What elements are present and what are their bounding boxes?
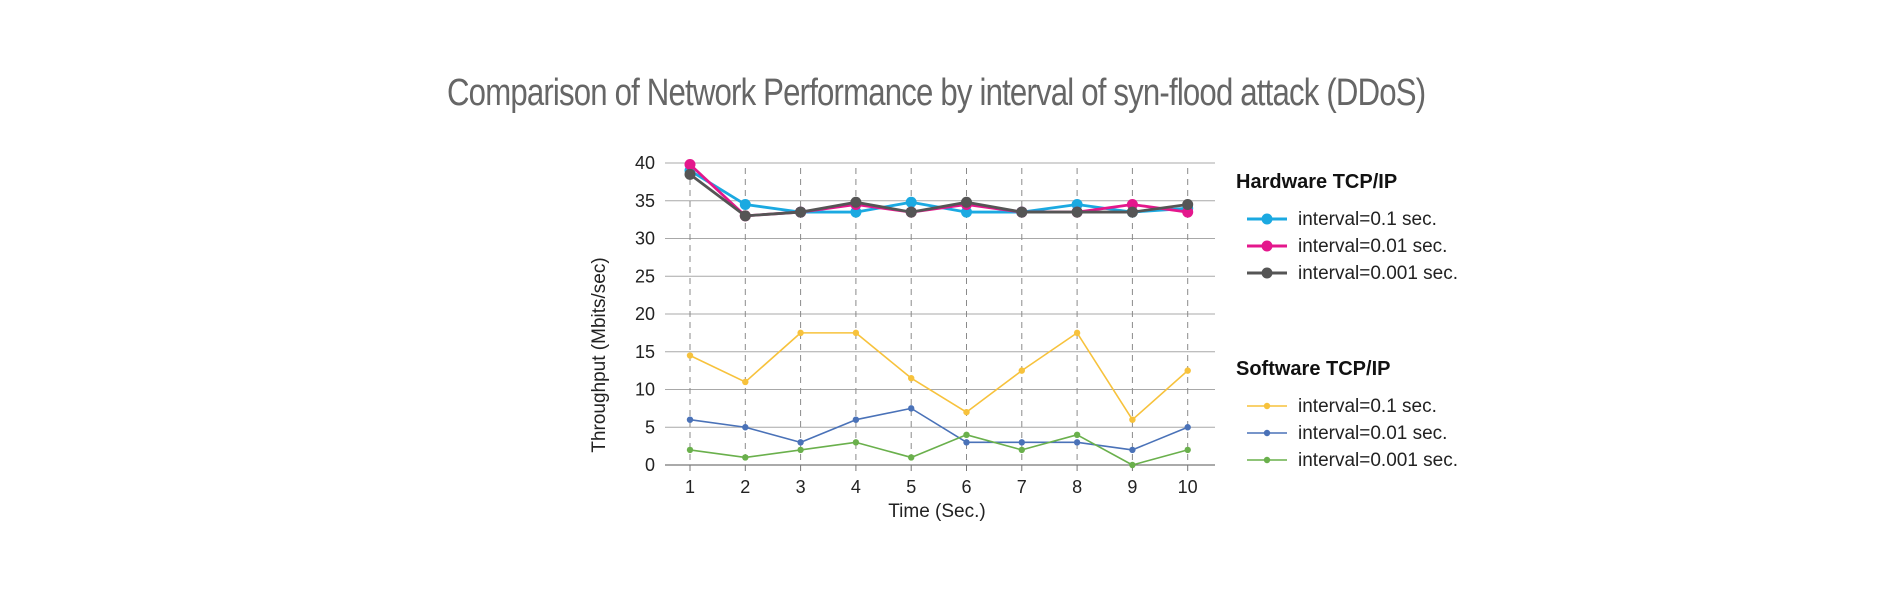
data-point <box>1129 461 1136 469</box>
data-point <box>963 439 970 446</box>
grid <box>665 162 1215 466</box>
data-point <box>795 206 807 218</box>
y-tick-label: 25 <box>635 266 655 286</box>
legend-group-title: Software TCP/IP <box>1236 358 1390 380</box>
data-point <box>961 206 972 218</box>
y-tick-label: 5 <box>645 417 655 437</box>
x-tick-label: 10 <box>1178 477 1198 497</box>
x-tick-label: 1 <box>685 477 695 497</box>
series-software-1 <box>686 405 1191 454</box>
y-tick-label: 30 <box>635 229 655 249</box>
data-point <box>963 408 970 416</box>
y-axis-label: Throughput (Mbits/sec) <box>589 257 610 452</box>
data-point <box>1184 367 1191 374</box>
x-tick-label: 6 <box>961 477 971 497</box>
data-point <box>797 439 804 446</box>
legend-swatch-marker <box>1261 213 1273 225</box>
y-tick-label: 35 <box>635 191 655 211</box>
x-tick-label: 8 <box>1072 477 1082 497</box>
series-line <box>689 407 1189 451</box>
data-point <box>739 199 751 211</box>
data-point <box>797 446 804 454</box>
y-tick-label: 0 <box>645 455 655 475</box>
data-point <box>1016 206 1028 218</box>
data-point <box>1073 439 1081 446</box>
legend-entry-label: interval=0.001 sec. <box>1298 263 1458 284</box>
x-tick-label: 5 <box>906 477 916 497</box>
legend-group-title: Hardware TCP/IP <box>1236 171 1397 193</box>
series-software-0 <box>686 329 1191 423</box>
series-line <box>689 433 1188 466</box>
data-point <box>684 168 696 180</box>
legend: Hardware TCP/IP interval=0.1 sec. interval… <box>1236 171 1458 471</box>
data-point <box>686 446 694 454</box>
data-point <box>850 206 862 218</box>
data-point <box>1018 367 1025 374</box>
data-point <box>742 454 749 461</box>
data-point <box>908 454 915 461</box>
data-point <box>1071 199 1083 211</box>
legend-swatch-marker <box>1261 240 1273 252</box>
data-point <box>908 374 915 382</box>
data-point <box>1129 446 1136 454</box>
y-tick-label: 10 <box>635 380 655 400</box>
data-point <box>1071 206 1083 218</box>
legend-entry-label: interval=0.01 sec. <box>1298 423 1447 444</box>
legend-entry-label: interval=0.01 sec. <box>1298 236 1447 257</box>
series-layer <box>684 159 1194 469</box>
data-point <box>797 329 804 337</box>
y-tick-label: 15 <box>635 342 655 362</box>
y-tick-label: 40 <box>635 153 655 173</box>
legend-entry-label: interval=0.1 sec. <box>1298 396 1437 417</box>
legend-swatch-marker <box>1263 402 1271 410</box>
data-point <box>905 206 917 218</box>
data-point <box>686 416 694 423</box>
y-axis-ticks: 0 5 10 15 20 25 30 35 40 <box>635 153 655 475</box>
data-point <box>963 431 970 438</box>
data-point <box>1182 199 1194 211</box>
data-point <box>905 196 917 208</box>
y-tick-label: 20 <box>635 304 655 324</box>
legend-swatch-marker <box>1263 456 1271 464</box>
data-point <box>684 159 696 171</box>
data-point <box>1184 424 1191 431</box>
data-point <box>1182 206 1194 218</box>
data-point <box>1073 329 1081 337</box>
legend-entry-label: interval=0.001 sec. <box>1298 450 1458 471</box>
x-tick-label: 9 <box>1127 477 1137 497</box>
x-axis-label: Time (Sec.) <box>888 501 985 522</box>
x-tick-label: 2 <box>740 477 750 497</box>
data-point <box>1018 439 1025 446</box>
data-point <box>852 416 860 423</box>
data-point <box>1129 416 1136 423</box>
x-tick-label: 7 <box>1017 477 1027 497</box>
x-axis-ticks: 1 2 3 4 5 6 7 8 9 10 <box>685 477 1198 497</box>
legend-entry-label: interval=0.1 sec. <box>1298 209 1437 230</box>
x-tick-label: 3 <box>796 477 806 497</box>
data-point <box>742 424 749 431</box>
data-point <box>1184 446 1191 454</box>
data-point <box>852 329 860 337</box>
series-hardware-2 <box>684 168 1194 222</box>
series-line <box>689 173 1188 218</box>
legend-swatch-marker <box>1263 429 1271 437</box>
data-point <box>686 352 694 359</box>
data-point <box>739 210 751 222</box>
data-point <box>908 405 915 412</box>
data-point <box>1126 199 1138 211</box>
data-point <box>1073 431 1081 438</box>
data-point <box>742 378 749 386</box>
legend-swatch-marker <box>1261 267 1273 279</box>
x-tick-label: 4 <box>851 477 861 497</box>
series-line <box>689 332 1189 421</box>
data-point <box>850 196 862 208</box>
data-point <box>961 196 972 208</box>
series-software-2 <box>686 431 1191 469</box>
data-point <box>1018 446 1025 454</box>
data-point <box>1126 206 1138 218</box>
chart-title: Comparison of Network Performance by int… <box>447 72 1426 114</box>
data-point <box>852 439 860 446</box>
